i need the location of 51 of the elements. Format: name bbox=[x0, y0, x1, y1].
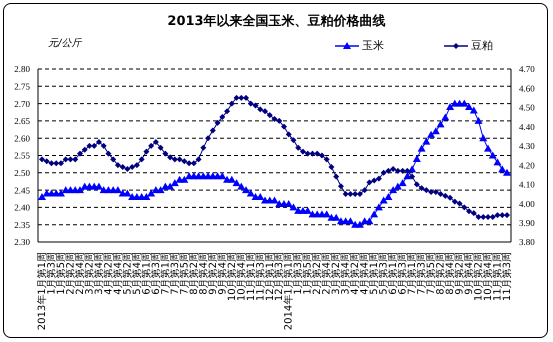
x-tick-label: 11月第1周 bbox=[244, 252, 257, 302]
y-axis-title: 元/公斤 bbox=[48, 36, 82, 50]
y-tick-label: 2.65 bbox=[14, 116, 30, 126]
y-tick-label: 2.55 bbox=[14, 150, 30, 161]
legend-label: 玉米 bbox=[362, 38, 384, 53]
y-tick-label: 2.60 bbox=[14, 133, 30, 144]
x-tick-label: 2013年1月第1周 bbox=[36, 252, 48, 330]
y2-tick-label: 4.10 bbox=[519, 180, 536, 190]
y-tick-label: 2.30 bbox=[14, 237, 30, 248]
x-tick-label: 9月第2周 bbox=[206, 252, 219, 295]
chart-title: 2013年以来全国玉米、豆粕价格曲线 bbox=[166, 13, 387, 30]
x-tick-label: 4月第4周 bbox=[112, 252, 124, 295]
x-tick-label: 9月第4周 bbox=[216, 252, 228, 295]
y-tick-label: 2.50 bbox=[14, 168, 30, 178]
x-tick-label: 7月第5周 bbox=[178, 252, 190, 295]
y2-tick-label: 4.30 bbox=[519, 141, 536, 152]
y2-tick-label: 4.60 bbox=[519, 83, 536, 94]
y-tick-label: 2.75 bbox=[14, 81, 30, 92]
x-tick-label: 10月第2周 bbox=[226, 252, 238, 302]
x-tick-label: 3月第2周 bbox=[83, 252, 96, 295]
y2-tick-label: 3.90 bbox=[519, 218, 536, 228]
x-tick-label: 7月第3周 bbox=[168, 252, 181, 295]
x-tick-label: 7月第1周 bbox=[159, 252, 172, 295]
y-tick-label: 2.35 bbox=[14, 220, 30, 230]
y2-tick-label: 4.70 bbox=[519, 64, 536, 74]
x-tick-label: 12月第1周 bbox=[264, 252, 276, 302]
y2-tick-label: 3.80 bbox=[519, 237, 536, 248]
x-tick-label: 5月第4周 bbox=[130, 252, 143, 295]
x-tick-label: 5月第2周 bbox=[121, 252, 134, 295]
legend-label: 豆粕 bbox=[471, 38, 493, 53]
y-tick-label: 2.45 bbox=[14, 185, 30, 196]
y2-tick-label: 4.20 bbox=[519, 160, 536, 170]
x-tick-label: 3月第4周 bbox=[92, 252, 105, 295]
x-tick-label: 8月第2周 bbox=[188, 252, 200, 295]
x-tick-label: 10月第4周 bbox=[235, 252, 248, 302]
y2-tick-label: 4.50 bbox=[519, 102, 536, 113]
x-tick-label: 1月第3周 bbox=[45, 252, 58, 295]
x-tick-label: 6月第3周 bbox=[150, 252, 162, 295]
x-tick-label: 2月第4周 bbox=[74, 252, 86, 295]
x-tick-label: 11月第3周 bbox=[254, 252, 266, 302]
x-tick-label: 8月第4周 bbox=[197, 252, 210, 295]
x-tick-label: 2月第2周 bbox=[64, 252, 76, 295]
y-tick-label: 2.40 bbox=[14, 202, 30, 213]
x-tick-label: 4月第2周 bbox=[102, 252, 114, 295]
y-tick-label: 2.70 bbox=[14, 98, 30, 109]
y2-tick-label: 4.00 bbox=[519, 198, 536, 209]
y2-tick-label: 4.40 bbox=[519, 122, 536, 132]
y-tick-label: 2.80 bbox=[14, 64, 30, 74]
x-tick-label: 1月第5周 bbox=[54, 252, 67, 295]
x-tick-label: 6月第1周 bbox=[140, 252, 152, 295]
x-tick-label: 11月第3周 bbox=[501, 252, 513, 302]
